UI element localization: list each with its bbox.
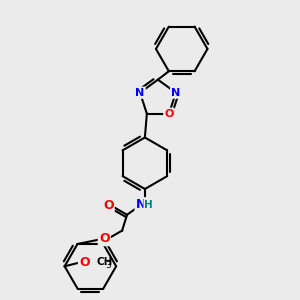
Text: H: H	[145, 200, 153, 210]
Text: N: N	[171, 88, 181, 98]
Text: 3: 3	[105, 261, 111, 270]
Text: O: O	[79, 256, 90, 269]
Text: CH: CH	[96, 257, 113, 267]
Text: O: O	[99, 232, 110, 245]
Text: N: N	[135, 88, 145, 98]
Text: O: O	[103, 199, 113, 212]
Text: O: O	[164, 109, 174, 119]
Text: N: N	[136, 198, 146, 212]
